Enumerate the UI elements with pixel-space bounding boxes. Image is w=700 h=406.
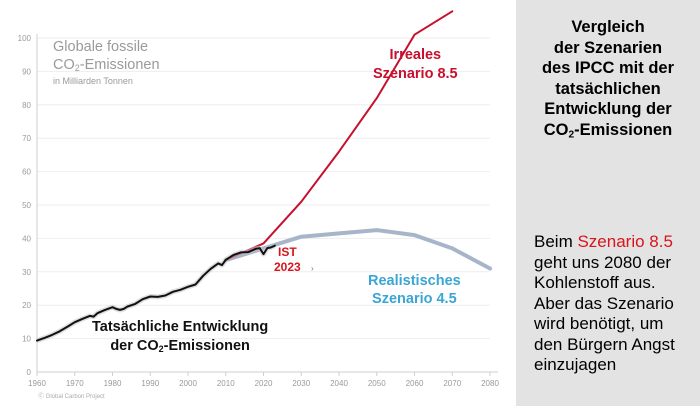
panel-title-line-1: Vergleich [571,18,645,36]
chart-title-line-2: CO2-Emissionen [53,56,160,74]
chart-title-rest: -Emissionen [79,57,160,73]
label-scenario-85-line-1: Irreales [389,47,442,63]
panel-title-line-3: des IPCC mit der [541,59,675,77]
y-tick-label-1: 10 [22,335,31,344]
panel-title-line-4: tatsächlichen [555,79,661,98]
panel-title-line-2: der Szenarien [553,38,663,57]
label-ist-line-1: IST [278,245,297,259]
x-tick-label-6: 2020 [255,379,273,388]
stray-mark: › [311,264,314,273]
label-actual-line-1: Tatsächliche Entwicklung [92,319,269,335]
panel-title-line-6: CO2-Emissionen [516,120,700,141]
x-tick-label-2: 1980 [104,379,122,388]
y-tick-label-4: 40 [22,234,31,243]
label-actual-line-2: der CO2-Emissionen [92,337,268,356]
side-panel: Vergleich der Szenarien des IPCC mit der… [516,0,700,406]
label-scenario-45-line-2: Szenario 4.5 [372,291,457,307]
panel-note-line-2: geht uns 2080 der [534,252,672,272]
panel-note-highlight: Szenario 8.5 [577,232,673,251]
y-tick-label-0: 0 [27,368,32,377]
y-tick-label-3: 30 [22,268,31,277]
label-scenario-85-line-2: Szenario 8.5 [373,66,458,82]
chart-title: Globale fossile CO2-Emissionen [53,38,160,74]
series-scenario-85-line [224,10,454,262]
label-scenario-85: Irreales Szenario 8.5 [373,46,458,84]
x-tick-label-11: 2070 [443,379,461,388]
panel-note-prefix: Beim [534,232,578,251]
label-ist-2023: IST 2023 [274,245,301,275]
label-actual-sub: 2 [158,344,164,355]
x-tick-label-1: 1970 [66,379,84,388]
chart-area: 0 10 20 30 40 50 60 70 80 90 100 1960 1970 1980 1990 20… [17,10,500,400]
label-scenario-45-line-1: Realistisches [368,273,461,289]
label-scenario-45: Realistisches Szenario 4.5 [368,272,461,308]
panel-note: Beim Szenario 8.5 geht uns 2080 der Kohl… [534,232,700,376]
chart-title-sub: 2 [74,63,80,74]
x-tick-label-9: 2050 [368,379,386,388]
label-actual-development: Tatsächliche Entwicklung der CO2-Emissio… [92,318,268,356]
x-tick-label-5: 2010 [217,379,235,388]
panel-note-line-1: Beim Szenario 8.5 [534,232,700,253]
x-tick-label-7: 2030 [292,379,310,388]
chart-title-line-1: Globale fossile [53,39,149,55]
label-actual-rest: -Emissionen [163,338,250,354]
panel-note-line-3: Kohlenstoff aus. [534,273,656,292]
y-tick-label-5: 50 [22,201,31,210]
y-tick-label-9: 90 [22,67,31,76]
panel-title: Vergleich der Szenarien des IPCC mit der… [516,17,700,140]
source-note: Ⓒ Global Carbon Project [38,394,105,400]
panel-title-co: CO [543,120,569,139]
panel-title-line-5: Entwicklung der [544,100,672,118]
panel-note-line-7: einzujagen [534,355,617,374]
chart-title-co: CO [53,57,75,73]
label-ist-line-2: 2023 [274,260,301,274]
label-actual-co: der CO [110,338,159,354]
panel-note-line-5: wird benötigt, um [534,314,664,333]
x-tick-label-10: 2060 [406,379,424,388]
y-tick-label-10: 100 [18,34,32,43]
chart-unit-label: in Milliarden Tonnen [53,76,133,86]
y-tick-label-2: 20 [22,301,31,310]
y-tick-label-8: 80 [22,101,31,110]
panel-note-line-6: den Bürgern Angst [534,334,675,354]
x-tick-label-0: 1960 [28,379,46,388]
series-actual-line [36,244,276,342]
x-tick-label-3: 1990 [141,379,159,388]
x-tick-label-8: 2040 [330,379,348,388]
panel-title-rest: -Emissionen [574,120,673,139]
y-tick-label-7: 70 [22,134,31,143]
panel-note-line-4: Aber das Szenario [534,293,674,313]
y-tick-label-6: 60 [22,168,31,177]
x-tick-label-12: 2080 [481,379,499,388]
x-tick-label-4: 2000 [179,379,197,388]
panel-title-sub: 2 [568,129,575,141]
